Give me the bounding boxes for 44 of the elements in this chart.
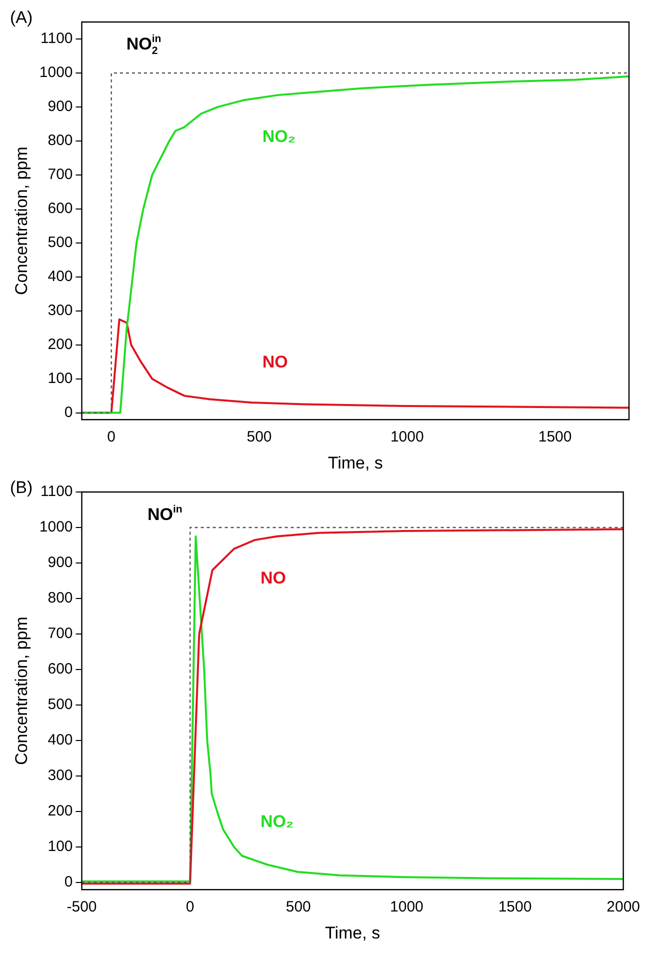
y-tick-label: 700 bbox=[48, 625, 73, 642]
series-label: NO bbox=[260, 568, 286, 588]
y-tick-label: 500 bbox=[48, 234, 73, 252]
x-tick-label: 0 bbox=[186, 898, 194, 916]
text: (B) bbox=[10, 478, 33, 498]
y-tick-label: 900 bbox=[48, 98, 73, 116]
x-tick-label: 1500 bbox=[538, 428, 572, 446]
y-tick-label: 200 bbox=[48, 802, 73, 820]
y-tick-label: 300 bbox=[48, 302, 73, 319]
y-tick-label: 1000 bbox=[39, 518, 73, 536]
series-label: NO₂ bbox=[260, 812, 294, 831]
series-label: NO bbox=[262, 352, 288, 372]
x-tick-label: 1000 bbox=[390, 898, 424, 916]
y-axis-title: Concentration, ppm bbox=[12, 146, 31, 295]
y-tick-label: 1100 bbox=[40, 483, 73, 500]
y-tick-label: 800 bbox=[48, 590, 73, 607]
x-tick-label: 2000 bbox=[606, 898, 640, 916]
x-tick-label: -500 bbox=[66, 898, 97, 916]
series-label: NO₂ bbox=[262, 127, 296, 146]
y-tick-label: 600 bbox=[48, 200, 73, 218]
y-tick-label: 500 bbox=[48, 696, 73, 714]
y-tick-label: 100 bbox=[48, 370, 73, 387]
x-axis-title: Time, s bbox=[324, 923, 380, 942]
y-tick-label: 0 bbox=[64, 874, 73, 891]
y-tick-label: 200 bbox=[48, 336, 73, 353]
x-axis-title: Time, s bbox=[328, 453, 383, 472]
y-tick-label: 1100 bbox=[40, 30, 73, 48]
y-tick-label: 400 bbox=[48, 268, 73, 286]
x-tick-label: 500 bbox=[246, 428, 272, 446]
y-axis-title: Concentration, ppm bbox=[12, 616, 31, 765]
y-tick-label: 1000 bbox=[39, 64, 73, 82]
y-tick-label: 400 bbox=[48, 732, 73, 749]
y-tick-label: 800 bbox=[48, 132, 73, 150]
text: (A) bbox=[10, 8, 33, 28]
x-tick-label: 1500 bbox=[498, 898, 532, 916]
x-tick-label: 0 bbox=[107, 428, 116, 446]
y-tick-label: 100 bbox=[48, 838, 73, 856]
y-tick-label: 300 bbox=[48, 767, 73, 784]
y-tick-label: 0 bbox=[64, 404, 73, 421]
y-tick-label: 600 bbox=[48, 660, 73, 678]
y-tick-label: 900 bbox=[48, 554, 73, 572]
y-tick-label: 700 bbox=[48, 166, 73, 184]
x-tick-label: 1000 bbox=[390, 428, 424, 446]
x-tick-label: 500 bbox=[286, 898, 311, 916]
